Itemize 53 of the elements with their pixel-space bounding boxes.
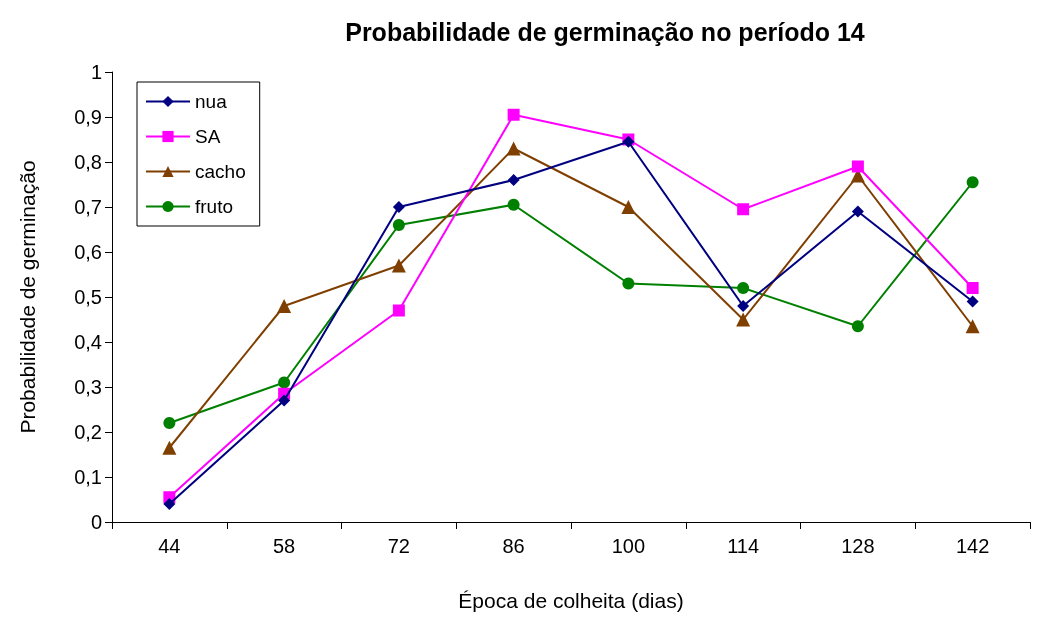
- x-tick-label: 100: [611, 535, 646, 557]
- point: [507, 174, 520, 186]
- legend-label: SA: [195, 126, 221, 147]
- legend-label: cacho: [195, 161, 246, 182]
- x-tick-label: 86: [502, 535, 525, 557]
- point: [851, 205, 864, 218]
- x-tick-label: 44: [158, 535, 181, 557]
- point: [163, 498, 176, 510]
- point: [966, 176, 979, 189]
- point: [507, 108, 520, 121]
- point: [392, 219, 405, 231]
- x-tick-label: 72: [387, 535, 410, 557]
- point: [736, 312, 751, 327]
- x-tick-label: 114: [727, 535, 760, 557]
- x-tick-label: 142: [955, 535, 990, 557]
- x-tick-label: 58: [273, 535, 296, 557]
- legend-label: nua: [195, 91, 228, 112]
- y-tick-label: 0,1: [74, 466, 102, 488]
- point: [966, 282, 979, 294]
- point: [162, 440, 177, 455]
- point: [278, 394, 291, 407]
- point: [965, 319, 980, 334]
- x-axis-title: Época de colheita (dias): [458, 589, 684, 612]
- y-tick-label: 0,6: [74, 241, 102, 263]
- legend-label: fruto: [195, 196, 234, 217]
- point: [621, 200, 636, 214]
- point: [391, 258, 406, 273]
- y-tick-label: 0,2: [74, 421, 102, 443]
- point: [737, 300, 750, 312]
- point: [622, 277, 635, 290]
- y-tick-label: 0,4: [74, 331, 102, 353]
- y-tick-label: 0: [90, 511, 102, 533]
- y-tick-label: 1: [90, 61, 102, 83]
- point: [507, 198, 520, 211]
- chart-title: Probabilidade de germinação no período 14: [345, 17, 865, 46]
- point: [851, 320, 864, 333]
- y-tick-label: 0,3: [74, 376, 102, 398]
- point: [851, 160, 864, 173]
- point: [163, 417, 176, 429]
- point: [737, 203, 750, 216]
- y-tick-label: 0,8: [74, 151, 102, 173]
- x-tick-label: 128: [841, 535, 875, 557]
- y-tick-label: 0,9: [74, 106, 102, 128]
- y-tick-label: 0,7: [74, 196, 102, 218]
- point: [392, 304, 405, 317]
- point: [966, 295, 979, 308]
- y-axis-title: Probabilidade de germinação: [16, 160, 39, 434]
- point: [506, 141, 521, 156]
- point: [278, 376, 291, 389]
- point: [277, 299, 292, 313]
- point: [737, 282, 750, 294]
- point: [392, 201, 405, 213]
- y-tick-label: 0,5: [74, 286, 102, 308]
